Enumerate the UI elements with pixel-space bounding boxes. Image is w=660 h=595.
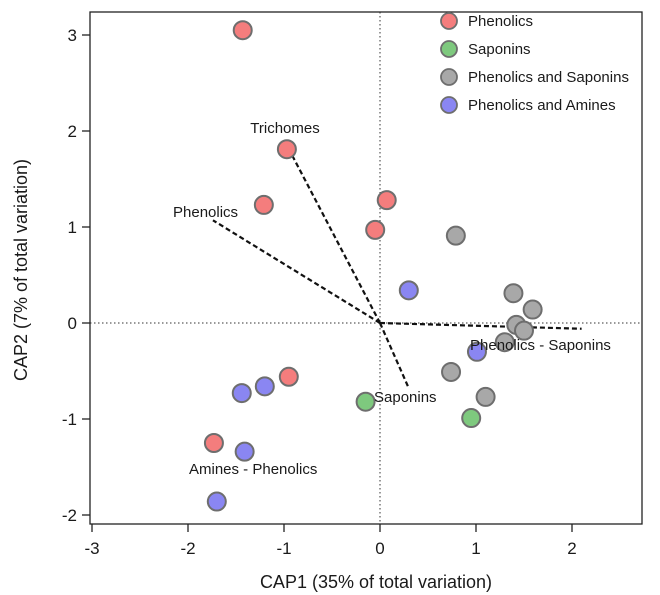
point-0-6	[203, 433, 224, 453]
legend-marker-3	[440, 96, 458, 114]
point-1-1	[461, 408, 482, 429]
point-2-1	[503, 283, 524, 304]
legend-label-0: Phenolics	[468, 13, 533, 30]
legend-marker-1	[440, 40, 458, 58]
x-axis-title: CAP1 (35% of total variation)	[260, 572, 492, 592]
vector-line-1	[212, 219, 381, 324]
x-tick-label: 0	[375, 539, 384, 558]
legend-label-1: Saponins	[468, 41, 531, 58]
legend-label-3: Phenolics and Amines	[468, 97, 616, 114]
point-0-3	[376, 190, 397, 211]
point-2-2	[522, 299, 543, 320]
y-tick-label: 2	[68, 122, 77, 141]
point-3-0	[398, 280, 419, 301]
x-tick-label: -2	[180, 539, 195, 558]
point-0-0	[232, 20, 253, 41]
point-3-5	[206, 491, 227, 512]
point-1-0	[355, 391, 376, 412]
plot-frame	[89, 11, 643, 525]
vector-label-3: Phenolics - Saponins	[470, 337, 611, 354]
point-2-6	[441, 361, 462, 382]
legend-marker-2	[440, 68, 458, 86]
vector-label-1: Phenolics	[173, 204, 238, 221]
y-axis-ticks: -2 -1 0 1 2 3	[62, 26, 90, 525]
data-points	[203, 20, 543, 512]
point-0-4	[365, 219, 386, 240]
vector-label-4: Amines - Phenolics	[189, 461, 317, 478]
point-3-2	[254, 376, 275, 397]
point-3-4	[234, 441, 255, 462]
vector-line-2	[378, 322, 410, 389]
vector-label-2: Saponins	[374, 389, 437, 406]
vector-line-3	[379, 321, 582, 330]
y-tick-label: 3	[68, 26, 77, 45]
y-tick-label: -1	[62, 410, 77, 429]
y-tick-label: -2	[62, 506, 77, 525]
legend-label-2: Phenolics and Saponins	[468, 69, 629, 86]
x-tick-label: -1	[276, 539, 291, 558]
point-0-1	[276, 139, 297, 160]
y-tick-label: 1	[68, 218, 77, 237]
point-0-5	[278, 366, 299, 387]
x-tick-label: 1	[471, 539, 480, 558]
point-2-5	[494, 332, 515, 353]
x-axis-ticks: -3 -2 -1 0 1 2	[84, 524, 577, 558]
point-2-0	[445, 225, 466, 246]
zero-reference-lines	[90, 12, 642, 524]
y-tick-label: 0	[68, 314, 77, 333]
point-2-7	[475, 386, 496, 407]
y-axis-title: CAP2 (7% of total variation)	[11, 159, 31, 381]
vector-labels: Trichomes Phenolics Saponins Phenolics - Sa…	[173, 120, 611, 478]
point-3-3	[231, 383, 252, 404]
vector-label-0: Trichomes	[250, 120, 319, 137]
x-tick-label: 2	[567, 539, 576, 558]
vector-arrows	[212, 142, 582, 389]
legend: Phenolics Saponins Phenolics and Saponins P…	[440, 12, 629, 114]
vector-line-0	[284, 142, 381, 324]
point-2-4	[514, 320, 534, 341]
point-3-1	[466, 341, 487, 362]
point-0-2	[253, 194, 274, 215]
legend-marker-0	[440, 12, 458, 30]
x-tick-label: -3	[84, 539, 99, 558]
